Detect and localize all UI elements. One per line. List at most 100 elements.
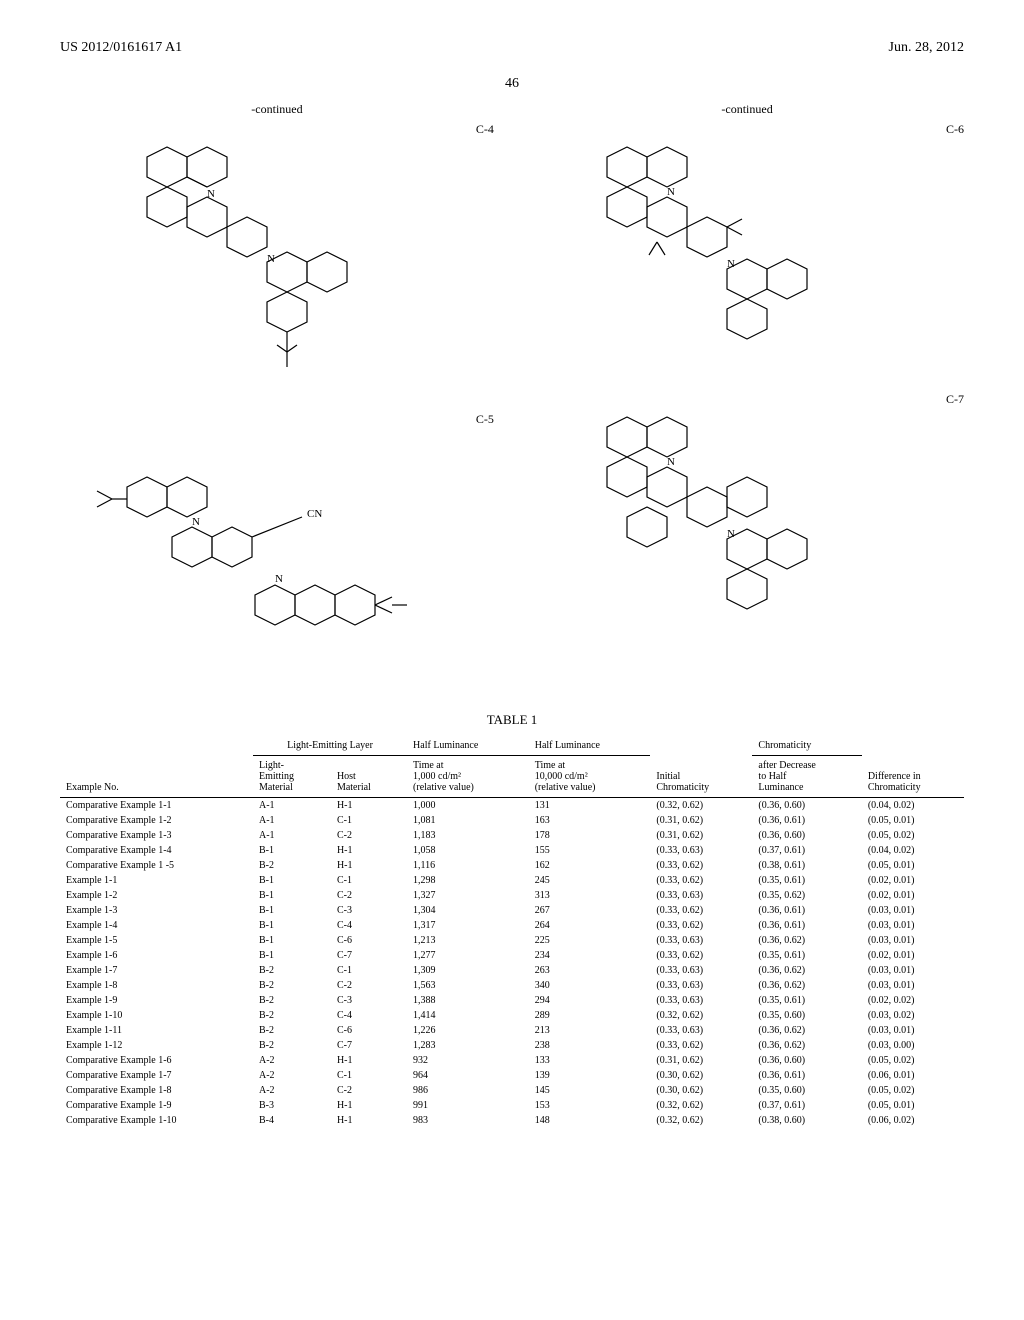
table-cell: 225 bbox=[529, 933, 651, 948]
table-cell: 1,277 bbox=[407, 948, 529, 963]
table-cell: 1,327 bbox=[407, 888, 529, 903]
table-row: Example 1-9B-2C-31,388294(0.33, 0.63)(0.… bbox=[60, 993, 964, 1008]
group-half-lum-2: Half Luminance bbox=[529, 736, 651, 756]
table-cell: (0.32, 0.62) bbox=[650, 1008, 752, 1023]
col-host: HostMaterial bbox=[331, 756, 407, 798]
table-cell: (0.30, 0.62) bbox=[650, 1068, 752, 1083]
table-cell: Comparative Example 1-1 bbox=[60, 798, 253, 814]
table-cell: (0.35, 0.61) bbox=[752, 948, 861, 963]
table-cell: (0.36, 0.61) bbox=[752, 1068, 861, 1083]
header-right: Jun. 28, 2012 bbox=[889, 40, 964, 56]
table-cell: A-1 bbox=[253, 828, 331, 843]
chem-structure-c7: N N bbox=[567, 397, 927, 677]
label-c5: C-5 bbox=[476, 412, 494, 427]
label-c4: C-4 bbox=[476, 122, 494, 137]
table-cell: (0.03, 0.01) bbox=[862, 903, 964, 918]
table-cell: 163 bbox=[529, 813, 651, 828]
svg-text:N: N bbox=[192, 516, 200, 528]
table-cell: (0.03, 0.01) bbox=[862, 918, 964, 933]
table-cell: (0.36, 0.60) bbox=[752, 798, 861, 814]
table-cell: (0.02, 0.01) bbox=[862, 948, 964, 963]
table-cell: B-1 bbox=[253, 873, 331, 888]
table-row: Comparative Example 1-1A-1H-11,000131(0.… bbox=[60, 798, 964, 814]
col-example-no: Example No. bbox=[60, 736, 253, 798]
table-cell: Example 1-6 bbox=[60, 948, 253, 963]
table-cell: (0.33, 0.62) bbox=[650, 1038, 752, 1053]
table-row: Example 1-2B-1C-21,327313(0.33, 0.63)(0.… bbox=[60, 888, 964, 903]
chem-structure-c4: N N bbox=[107, 127, 447, 407]
table-cell: 162 bbox=[529, 858, 651, 873]
diagram-c5-container: C-5 N CN N bbox=[60, 412, 494, 652]
table-cell: C-7 bbox=[331, 948, 407, 963]
table-cell: B-1 bbox=[253, 918, 331, 933]
table-cell: (0.36, 0.62) bbox=[752, 1038, 861, 1053]
table-cell: 139 bbox=[529, 1068, 651, 1083]
table-cell: 264 bbox=[529, 918, 651, 933]
table-cell: 1,000 bbox=[407, 798, 529, 814]
continued-left: -continued bbox=[251, 102, 302, 117]
table-cell: 991 bbox=[407, 1098, 529, 1113]
col-initial-chrom: InitialChromaticity bbox=[650, 736, 752, 798]
table-cell: Comparative Example 1 -5 bbox=[60, 858, 253, 873]
table-cell: C-4 bbox=[331, 918, 407, 933]
table-cell: C-2 bbox=[331, 888, 407, 903]
svg-text:N: N bbox=[275, 573, 283, 585]
table-cell: (0.05, 0.01) bbox=[862, 1098, 964, 1113]
table-cell: B-2 bbox=[253, 1023, 331, 1038]
continued-right: -continued bbox=[721, 102, 772, 117]
table-cell: (0.33, 0.63) bbox=[650, 978, 752, 993]
table-cell: (0.02, 0.02) bbox=[862, 993, 964, 1008]
table-cell: Comparative Example 1-7 bbox=[60, 1068, 253, 1083]
table-cell: 263 bbox=[529, 963, 651, 978]
table-cell: 964 bbox=[407, 1068, 529, 1083]
table-cell: (0.33, 0.62) bbox=[650, 948, 752, 963]
table-cell: B-2 bbox=[253, 1038, 331, 1053]
table-cell: 1,317 bbox=[407, 918, 529, 933]
table-row: Comparative Example 1-2A-1C-11,081163(0.… bbox=[60, 813, 964, 828]
table-cell: (0.03, 0.02) bbox=[862, 1008, 964, 1023]
table-cell: B-2 bbox=[253, 978, 331, 993]
table-cell: 313 bbox=[529, 888, 651, 903]
group-half-lum-1: Half Luminance bbox=[407, 736, 529, 756]
table-cell: 1,309 bbox=[407, 963, 529, 978]
table-cell: Example 1-10 bbox=[60, 1008, 253, 1023]
table-cell: C-6 bbox=[331, 1023, 407, 1038]
table-cell: 986 bbox=[407, 1083, 529, 1098]
table-cell: (0.05, 0.01) bbox=[862, 858, 964, 873]
table-cell: Example 1-5 bbox=[60, 933, 253, 948]
table-cell: A-2 bbox=[253, 1068, 331, 1083]
table-cell: C-1 bbox=[331, 963, 407, 978]
svg-text:CN: CN bbox=[307, 508, 322, 520]
col-lem: Light-EmittingMaterial bbox=[253, 756, 331, 798]
table-cell: Example 1-8 bbox=[60, 978, 253, 993]
diagrams-row: -continued C-4 N N bbox=[60, 102, 964, 682]
table-cell: 932 bbox=[407, 1053, 529, 1068]
svg-text:N: N bbox=[667, 186, 675, 198]
table-cell: C-2 bbox=[331, 828, 407, 843]
table-cell: B-2 bbox=[253, 963, 331, 978]
table-cell: (0.31, 0.62) bbox=[650, 828, 752, 843]
table-cell: Example 1-1 bbox=[60, 873, 253, 888]
table-cell: (0.36, 0.60) bbox=[752, 1053, 861, 1068]
table-cell: B-2 bbox=[253, 858, 331, 873]
table-cell: (0.06, 0.01) bbox=[862, 1068, 964, 1083]
table-row: Example 1-10B-2C-41,414289(0.32, 0.62)(0… bbox=[60, 1008, 964, 1023]
table-cell: 133 bbox=[529, 1053, 651, 1068]
table-cell: (0.30, 0.62) bbox=[650, 1083, 752, 1098]
table-row: Example 1-11B-2C-61,226213(0.33, 0.63)(0… bbox=[60, 1023, 964, 1038]
table-row: Example 1-6B-1C-71,277234(0.33, 0.62)(0.… bbox=[60, 948, 964, 963]
table-cell: 1,058 bbox=[407, 843, 529, 858]
table-cell: (0.33, 0.63) bbox=[650, 963, 752, 978]
table-cell: H-1 bbox=[331, 843, 407, 858]
table-cell: A-2 bbox=[253, 1083, 331, 1098]
table-cell: C-2 bbox=[331, 1083, 407, 1098]
table-cell: (0.33, 0.63) bbox=[650, 1023, 752, 1038]
table-row: Comparative Example 1-4B-1H-11,058155(0.… bbox=[60, 843, 964, 858]
group-header-row: Example No. Light-Emitting Layer Half Lu… bbox=[60, 736, 964, 756]
table-cell: (0.36, 0.62) bbox=[752, 933, 861, 948]
table-cell: 294 bbox=[529, 993, 651, 1008]
table-cell: 340 bbox=[529, 978, 651, 993]
table-cell: (0.33, 0.62) bbox=[650, 858, 752, 873]
table-cell: Comparative Example 1-3 bbox=[60, 828, 253, 843]
table-cell: C-1 bbox=[331, 813, 407, 828]
